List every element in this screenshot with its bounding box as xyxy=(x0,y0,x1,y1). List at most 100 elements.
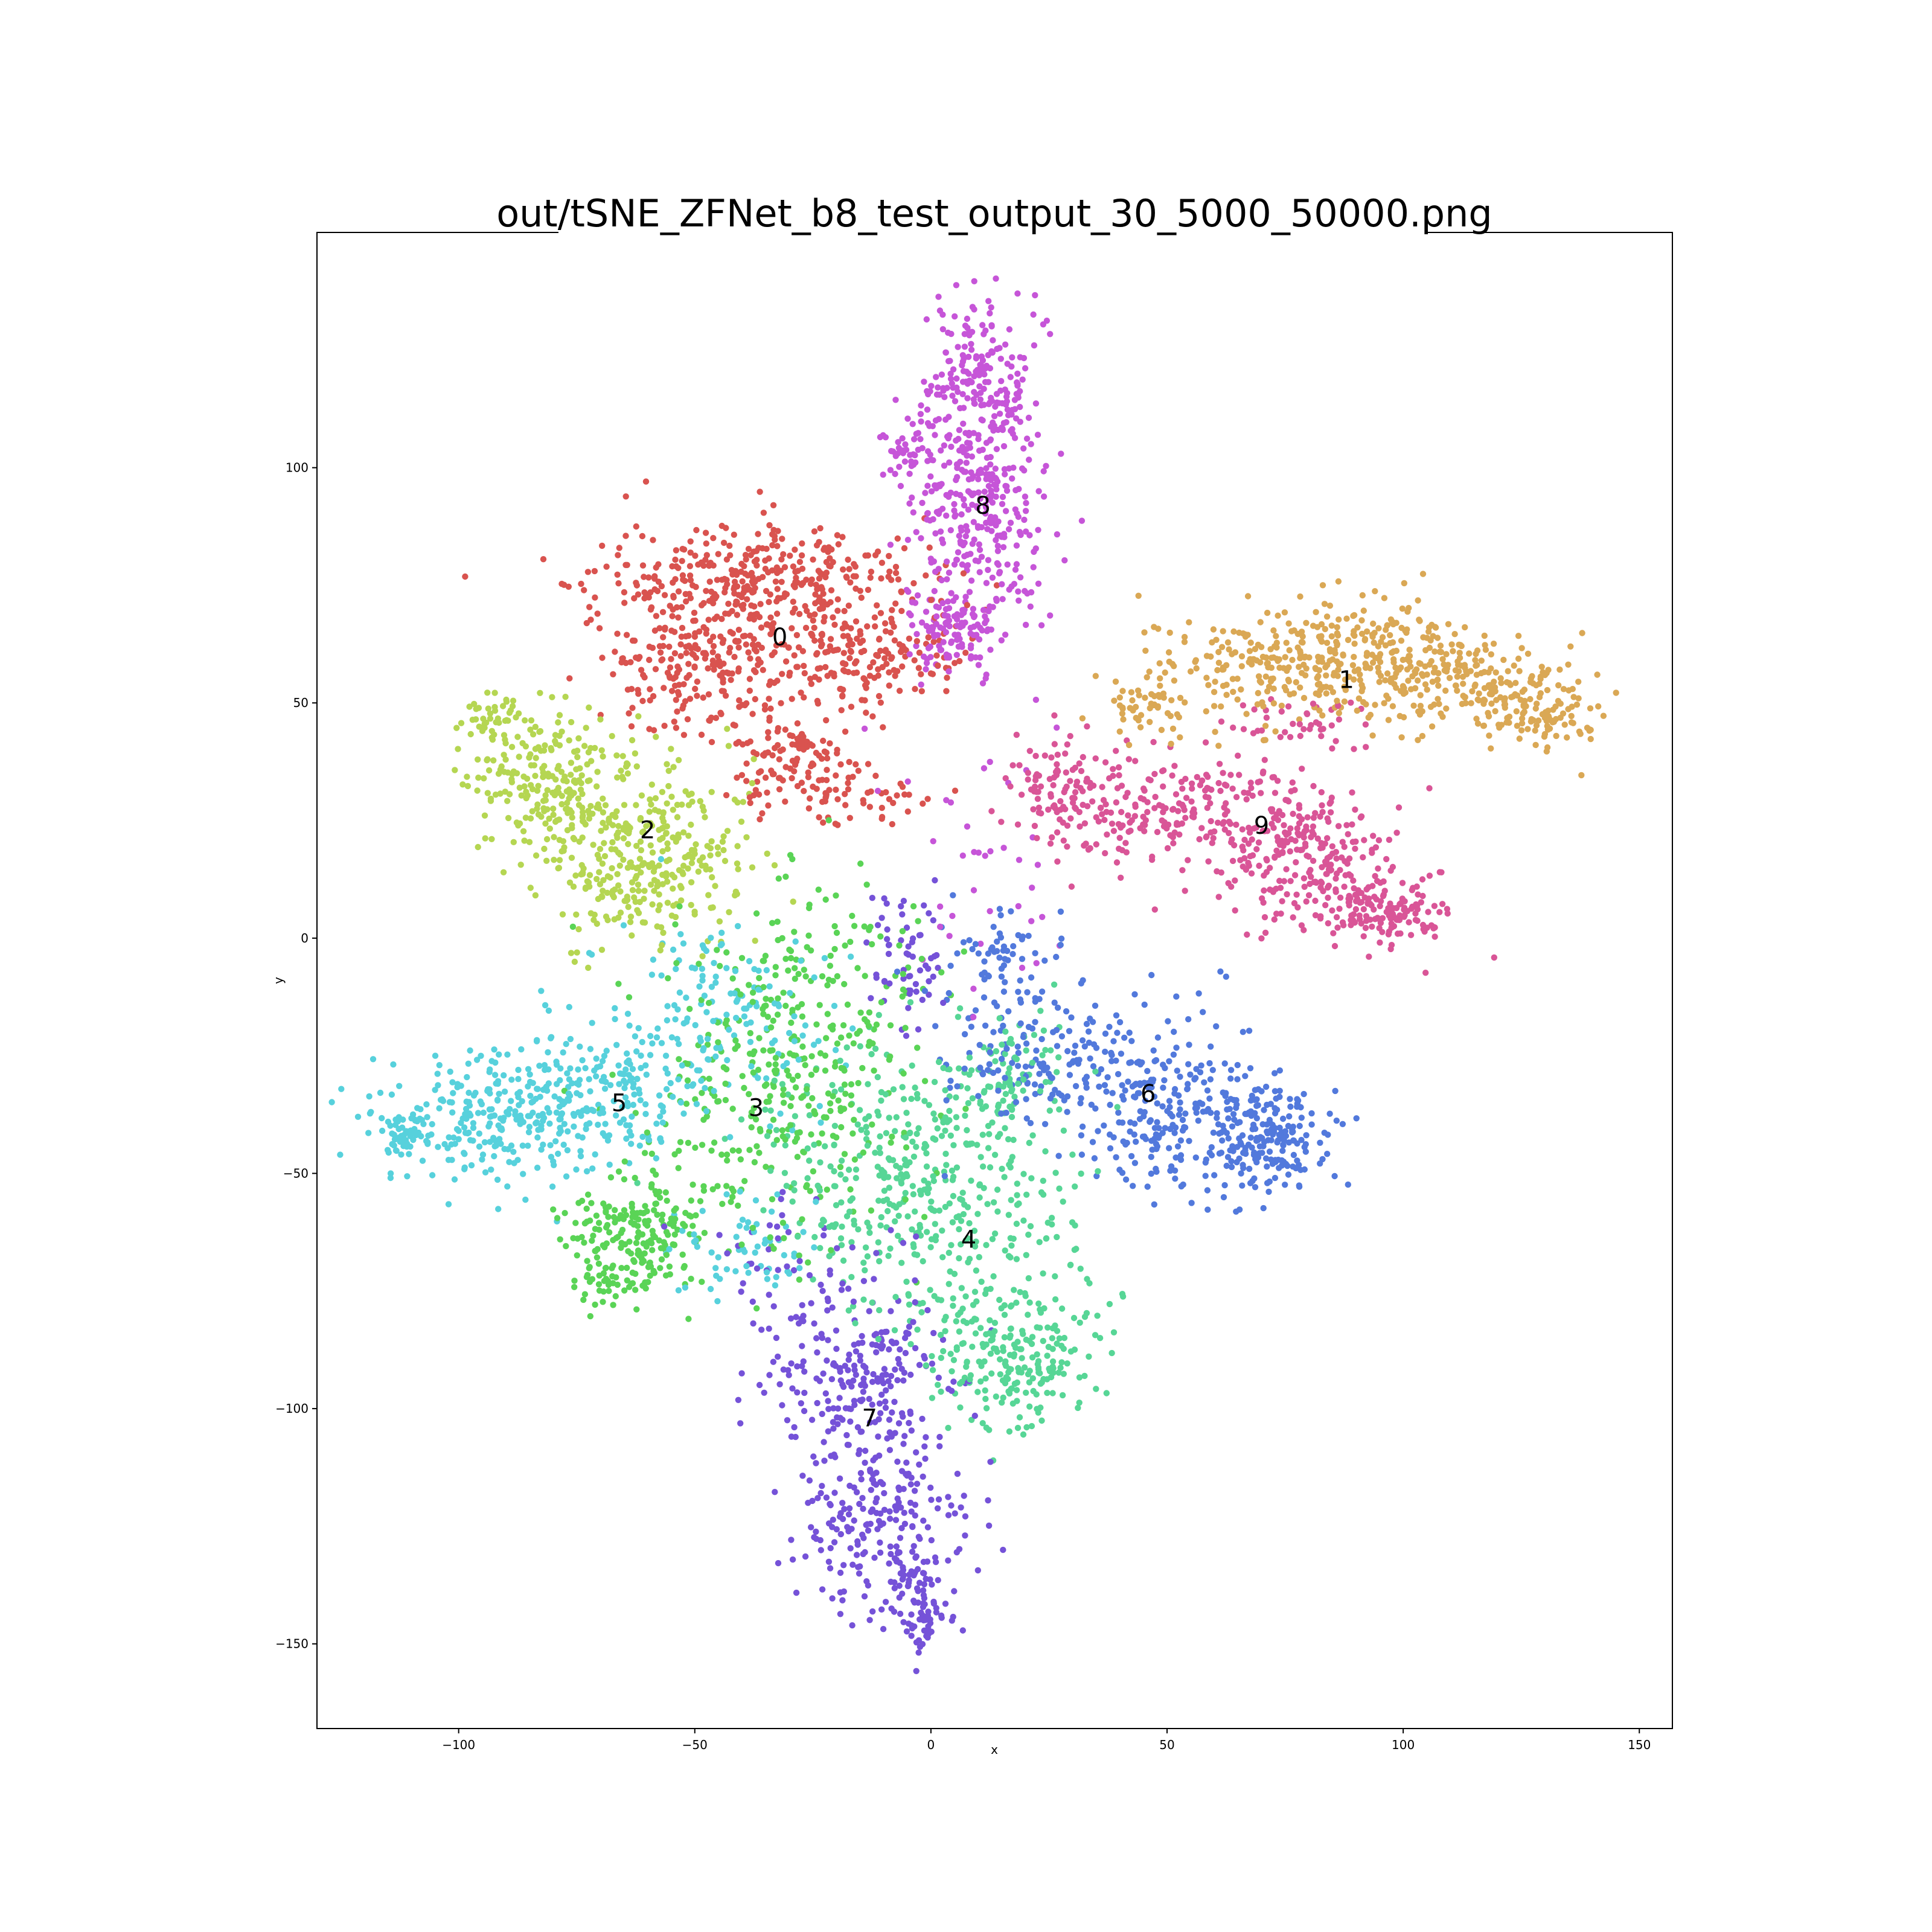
scatter-point-class-3 xyxy=(618,1239,625,1246)
scatter-point-class-5 xyxy=(624,1102,632,1110)
scatter-point-class-2 xyxy=(688,821,694,828)
scatter-point-class-8 xyxy=(1028,589,1035,596)
scatter-point-class-6 xyxy=(1107,1101,1113,1108)
scatter-point-class-6 xyxy=(966,937,973,944)
scatter-point-class-4 xyxy=(966,1220,973,1227)
scatter-point-class-4 xyxy=(1014,1379,1021,1386)
scatter-point-class-4 xyxy=(1103,1390,1110,1396)
scatter-point-class-1 xyxy=(1230,688,1236,696)
scatter-point-class-0 xyxy=(877,647,884,654)
scatter-point-class-5 xyxy=(619,1104,625,1110)
scatter-point-class-6 xyxy=(1262,1155,1270,1162)
scatter-point-class-1 xyxy=(1518,720,1526,727)
scatter-point-class-1 xyxy=(1419,571,1427,577)
scatter-point-class-3 xyxy=(833,929,840,936)
scatter-point-class-8 xyxy=(918,681,924,688)
scatter-point-class-7 xyxy=(800,1358,807,1365)
scatter-point-class-6 xyxy=(947,962,954,969)
scatter-point-class-8 xyxy=(1002,386,1008,393)
scatter-point-class-6 xyxy=(1166,1098,1173,1104)
scatter-point-class-7 xyxy=(824,1295,831,1302)
scatter-point-class-6 xyxy=(943,1097,950,1104)
scatter-point-class-0 xyxy=(733,571,740,578)
scatter-point-class-1 xyxy=(1270,700,1278,707)
scatter-point-class-9 xyxy=(1267,865,1273,871)
scatter-point-class-9 xyxy=(1064,843,1070,850)
scatter-point-class-5 xyxy=(764,1276,771,1282)
scatter-point-class-6 xyxy=(1058,935,1065,942)
scatter-point-class-3 xyxy=(770,1246,777,1252)
scatter-point-class-4 xyxy=(1044,1389,1051,1396)
scatter-point-class-5 xyxy=(747,1038,754,1046)
scatter-point-class-4 xyxy=(1000,1394,1006,1401)
scatter-point-class-5 xyxy=(815,1038,822,1044)
scatter-point-class-7 xyxy=(851,1398,858,1404)
scatter-point-class-3 xyxy=(902,1196,909,1203)
scatter-point-class-8 xyxy=(977,495,984,502)
scatter-point-class-9 xyxy=(1298,922,1305,929)
scatter-point-class-4 xyxy=(1010,1136,1017,1144)
scatter-point-class-4 xyxy=(1043,1235,1050,1242)
scatter-point-class-6 xyxy=(1079,1123,1086,1130)
scatter-point-class-3 xyxy=(816,1002,823,1008)
scatter-point-class-6 xyxy=(1126,1060,1133,1066)
scatter-point-class-4 xyxy=(953,1318,960,1325)
scatter-point-class-7 xyxy=(829,1595,836,1602)
scatter-point-class-6 xyxy=(1236,1119,1243,1125)
scatter-point-class-5 xyxy=(450,1090,456,1096)
scatter-point-class-8 xyxy=(987,848,994,855)
scatter-point-class-1 xyxy=(1275,612,1281,619)
scatter-point-class-0 xyxy=(639,533,646,540)
scatter-point-class-6 xyxy=(1331,1172,1338,1180)
scatter-point-class-9 xyxy=(1299,766,1305,772)
scatter-point-class-8 xyxy=(980,401,987,408)
scatter-point-class-2 xyxy=(664,761,670,767)
scatter-point-class-9 xyxy=(1407,932,1415,938)
scatter-point-class-4 xyxy=(875,1197,882,1204)
scatter-point-class-1 xyxy=(1375,664,1381,671)
scatter-point-class-3 xyxy=(787,1102,794,1110)
scatter-point-class-3 xyxy=(583,1205,590,1212)
scatter-point-class-1 xyxy=(1566,687,1572,694)
scatter-point-class-4 xyxy=(971,1243,979,1250)
scatter-point-class-2 xyxy=(598,828,604,834)
scatter-point-class-0 xyxy=(703,552,711,558)
scatter-point-class-0 xyxy=(723,792,730,799)
scatter-point-class-4 xyxy=(930,1110,937,1117)
scatter-point-class-8 xyxy=(910,509,917,516)
scatter-point-class-5 xyxy=(676,989,683,996)
scatter-point-class-7 xyxy=(920,1473,926,1480)
scatter-point-class-9 xyxy=(1328,722,1335,729)
scatter-point-class-8 xyxy=(992,465,999,472)
scatter-point-class-9 xyxy=(1068,883,1075,890)
scatter-point-class-6 xyxy=(1300,1090,1307,1098)
scatter-point-class-4 xyxy=(1023,1191,1030,1198)
scatter-point-class-8 xyxy=(1030,564,1037,571)
scatter-point-class-1 xyxy=(1424,671,1430,678)
scatter-point-class-3 xyxy=(711,1139,718,1146)
scatter-point-class-9 xyxy=(1002,775,1009,782)
scatter-point-class-0 xyxy=(655,561,662,568)
scatter-point-class-9 xyxy=(1217,787,1224,795)
scatter-point-class-4 xyxy=(949,1219,956,1226)
scatter-point-class-9 xyxy=(1227,772,1234,778)
scatter-point-class-0 xyxy=(865,789,871,796)
scatter-point-class-0 xyxy=(712,661,720,668)
scatter-point-class-1 xyxy=(1442,687,1449,694)
scatter-point-class-0 xyxy=(944,674,950,681)
scatter-point-class-4 xyxy=(837,1171,844,1178)
scatter-point-class-9 xyxy=(1322,902,1329,909)
scatter-point-class-4 xyxy=(977,1325,984,1331)
scatter-point-class-0 xyxy=(749,711,756,717)
scatter-point-class-3 xyxy=(805,904,813,912)
scatter-point-class-1 xyxy=(1399,605,1406,612)
scatter-point-class-8 xyxy=(1061,557,1068,564)
scatter-point-class-7 xyxy=(881,895,888,902)
scatter-point-class-7 xyxy=(796,1258,803,1264)
scatter-point-class-9 xyxy=(1048,791,1054,798)
scatter-point-class-2 xyxy=(726,909,732,916)
scatter-point-class-6 xyxy=(1237,1139,1244,1146)
scatter-point-class-3 xyxy=(557,1236,563,1243)
scatter-point-class-4 xyxy=(1013,1256,1020,1262)
scatter-point-class-9 xyxy=(1329,843,1335,850)
